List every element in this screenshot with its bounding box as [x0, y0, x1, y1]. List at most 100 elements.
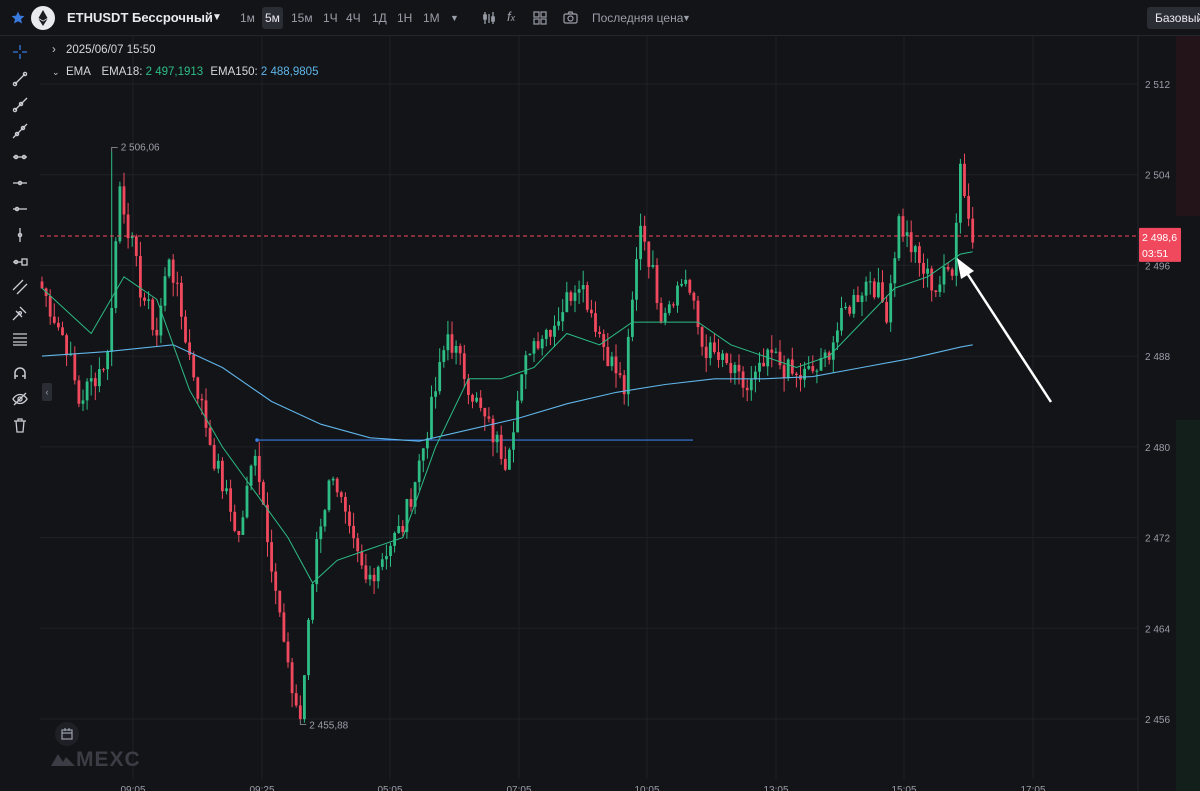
- candle-body: [467, 379, 470, 395]
- legend-indicator-row[interactable]: ⌄ EMA EMA18: 2 497,1913 EMA150: 2 488,980…: [52, 66, 318, 78]
- ray-icon[interactable]: [12, 97, 28, 113]
- legend-expand-chevron-icon[interactable]: ›: [52, 44, 56, 56]
- candle-body: [544, 329, 548, 339]
- basic-view-button[interactable]: Базовый: [1147, 7, 1200, 29]
- candlestick-series: [40, 151, 975, 723]
- tab-timeframe-1h[interactable]: 1Ч: [323, 11, 338, 25]
- candle-body: [208, 427, 212, 445]
- candle-body: [147, 299, 150, 301]
- candle-body: [188, 342, 191, 355]
- candle-body: [401, 525, 405, 533]
- tab-timeframe-1w[interactable]: 1Н: [397, 11, 413, 25]
- time-axis[interactable]: 09:05 09:25 05:05 07:05 10:05 13:05 15:05 17:05: [120, 785, 1045, 791]
- trash-icon[interactable]: [12, 417, 28, 433]
- candle-body: [454, 345, 458, 353]
- price-line-icon[interactable]: [12, 253, 28, 269]
- candle-body: [98, 369, 101, 387]
- vertical-line-icon[interactable]: [12, 227, 28, 243]
- candle-body: [528, 353, 532, 356]
- candle-body: [417, 460, 421, 483]
- candle-body: [905, 232, 909, 236]
- favorite-star-icon[interactable]: [10, 10, 26, 26]
- tab-timeframe-4h[interactable]: 4Ч: [346, 11, 361, 25]
- legend-collapse-chevron-icon[interactable]: ⌄: [52, 67, 60, 77]
- horizontal-level-line[interactable]: [255, 438, 693, 442]
- candle-body: [721, 353, 724, 360]
- layout-icon[interactable]: [533, 11, 547, 30]
- price-type-chevron-down-icon[interactable]: ▼: [682, 13, 691, 23]
- top-toolbar: ETHUSDT Бессрочный ▼ 1м 5м 15м 1Ч 4Ч 1Д …: [0, 0, 1200, 36]
- x-tick-label: 09:05: [120, 785, 145, 791]
- candle-body: [651, 264, 655, 267]
- candle-body: [73, 354, 77, 381]
- tab-timeframe-15m[interactable]: 15м: [291, 11, 313, 25]
- candle-body: [856, 295, 860, 303]
- candle-body: [598, 331, 601, 335]
- candle-body: [102, 369, 105, 371]
- symbol-dropdown-icon[interactable]: ▼: [212, 12, 222, 23]
- symbol-title[interactable]: ETHUSDT Бессрочный: [67, 10, 213, 25]
- trend-line-icon[interactable]: [12, 71, 28, 87]
- price-axis[interactable]: 2 456 2 464 2 472 2 480 2 488 2 496 2 504 2 512: [1145, 80, 1170, 726]
- candle-body: [901, 216, 905, 236]
- candle-body: [61, 327, 64, 336]
- candle-body: [971, 218, 975, 243]
- candle-body: [352, 525, 355, 539]
- eth-logo-icon: [31, 6, 55, 30]
- parallel-channel-icon[interactable]: [12, 279, 28, 295]
- pitchfork-icon[interactable]: [12, 305, 28, 321]
- candle-body: [639, 225, 642, 260]
- hide-drawings-eye-icon[interactable]: [12, 391, 28, 407]
- candle-body: [278, 590, 282, 613]
- candle-body: [175, 282, 179, 284]
- tab-timeframe-1mo[interactable]: 1М: [423, 11, 440, 25]
- indicators-icon[interactable]: [482, 11, 496, 30]
- tab-timeframe-5m[interactable]: 5м: [262, 7, 283, 29]
- white-arrow-annotation: [957, 258, 1053, 403]
- candle-body: [315, 539, 319, 585]
- candle-countdown-label: 03:51: [1142, 248, 1168, 260]
- fibonacci-icon[interactable]: [12, 331, 28, 347]
- calendar-goto-icon[interactable]: [55, 722, 79, 746]
- crosshair-icon[interactable]: [12, 44, 28, 60]
- tab-timeframe-1d[interactable]: 1Д: [372, 11, 387, 25]
- candle-body: [257, 455, 261, 483]
- candle-body: [216, 460, 220, 469]
- candle-body: [745, 387, 749, 391]
- candle-body: [811, 366, 815, 372]
- tab-timeframe-1m[interactable]: 1м: [240, 11, 255, 25]
- extended-line-icon[interactable]: [12, 123, 28, 139]
- candle-body: [192, 354, 196, 378]
- candle-body: [487, 416, 491, 419]
- horizontal-line-icon[interactable]: [12, 201, 28, 217]
- horizontal-segment-icon[interactable]: [12, 149, 28, 165]
- formula-icon[interactable]: fx: [507, 9, 516, 24]
- candle-body: [704, 346, 708, 359]
- candle-body: [897, 216, 901, 259]
- price-type-select[interactable]: Последняя цена: [592, 11, 684, 25]
- x-tick-label: 17:05: [1020, 785, 1045, 791]
- candle-body: [692, 292, 696, 301]
- candle-body: [614, 356, 618, 374]
- candle-body: [286, 641, 290, 663]
- high-annotation-pointer: [111, 146, 118, 152]
- candle-body: [594, 313, 597, 332]
- magnet-icon[interactable]: [12, 365, 28, 381]
- candle-body: [446, 334, 450, 351]
- collapse-toolbar-button[interactable]: ‹: [42, 383, 52, 401]
- candle-body: [774, 351, 778, 353]
- candle-body: [475, 397, 478, 402]
- candle-body: [733, 364, 737, 374]
- y-tick-label: 2 496: [1145, 261, 1170, 272]
- candle-body: [663, 312, 667, 322]
- candle-body: [877, 282, 880, 298]
- ema150-label: EMA150:: [210, 66, 258, 78]
- camera-icon[interactable]: [563, 11, 578, 30]
- candle-body: [729, 363, 733, 374]
- candle-body: [65, 335, 68, 356]
- candle-body: [200, 398, 204, 401]
- horizontal-ray-icon[interactable]: [12, 175, 28, 191]
- candle-body: [290, 662, 294, 694]
- more-timeframes-icon[interactable]: ▼: [450, 13, 459, 23]
